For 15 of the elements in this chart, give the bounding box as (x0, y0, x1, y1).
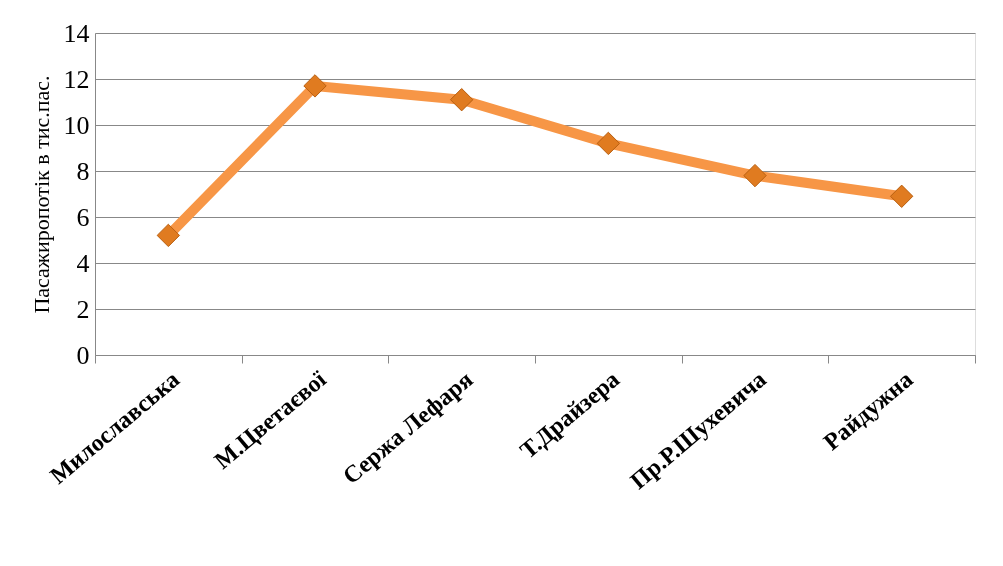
y-tick-label: 12 (63, 64, 90, 94)
point (303, 74, 327, 98)
y-tick-label: 2 (76, 294, 90, 324)
y-tick-label: 4 (76, 248, 90, 278)
y-tick-label: 8 (76, 156, 90, 186)
point (743, 163, 767, 188)
y-tick-label: 0 (76, 340, 90, 370)
y-tick-label: 6 (76, 202, 90, 232)
y-tick-label: 10 (63, 110, 90, 140)
point (156, 223, 181, 248)
y-axis-title: Пасажиропотік в тис.пас. (28, 75, 54, 314)
point (889, 184, 914, 208)
y-tick-label: 14 (63, 18, 90, 48)
point (449, 88, 474, 112)
point (596, 131, 621, 156)
